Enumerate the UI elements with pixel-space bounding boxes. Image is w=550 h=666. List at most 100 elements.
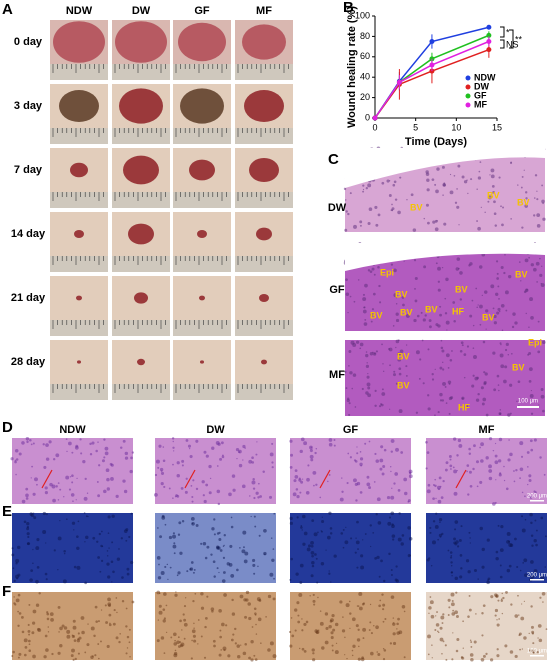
texture bbox=[236, 644, 241, 648]
texture bbox=[478, 170, 481, 173]
texture bbox=[495, 479, 497, 481]
texture bbox=[63, 496, 65, 498]
texture bbox=[343, 187, 347, 191]
texture bbox=[213, 575, 216, 578]
texture bbox=[533, 569, 538, 574]
texture bbox=[252, 563, 256, 567]
texture bbox=[247, 602, 251, 606]
texture bbox=[91, 441, 95, 445]
texture bbox=[347, 452, 350, 455]
texture bbox=[345, 526, 347, 528]
texture bbox=[497, 384, 500, 386]
texture bbox=[25, 487, 29, 491]
texture bbox=[497, 524, 500, 527]
texture bbox=[391, 207, 395, 211]
texture bbox=[172, 440, 174, 443]
texture bbox=[499, 412, 502, 415]
texture bbox=[35, 603, 40, 607]
texture bbox=[191, 639, 193, 642]
texture bbox=[42, 443, 45, 446]
texture bbox=[13, 596, 15, 598]
texture bbox=[536, 198, 539, 201]
texture bbox=[477, 304, 479, 306]
texture bbox=[498, 437, 503, 442]
texture bbox=[175, 591, 177, 593]
texture bbox=[527, 466, 529, 468]
texture bbox=[190, 657, 193, 660]
texture bbox=[452, 632, 454, 634]
texture bbox=[94, 654, 97, 657]
texture bbox=[373, 273, 376, 276]
texture bbox=[432, 220, 436, 224]
texture bbox=[521, 175, 524, 178]
texture bbox=[441, 399, 445, 402]
texture bbox=[448, 396, 453, 401]
texture bbox=[377, 265, 380, 269]
ruler bbox=[235, 320, 293, 336]
texture bbox=[243, 546, 245, 549]
texture bbox=[125, 539, 128, 542]
texture bbox=[269, 641, 274, 646]
texture bbox=[533, 490, 536, 493]
texture bbox=[454, 528, 457, 531]
texture bbox=[427, 394, 430, 397]
texture bbox=[500, 344, 502, 346]
wound bbox=[189, 159, 215, 181]
texture bbox=[36, 483, 38, 486]
texture bbox=[501, 612, 504, 615]
texture bbox=[435, 623, 440, 627]
texture bbox=[540, 394, 545, 399]
texture bbox=[539, 257, 541, 260]
texture bbox=[542, 217, 546, 221]
texture bbox=[95, 620, 98, 623]
texture bbox=[507, 354, 509, 356]
texture bbox=[515, 468, 518, 472]
texture bbox=[468, 452, 472, 455]
texture bbox=[106, 487, 110, 491]
texture bbox=[108, 623, 112, 627]
texture bbox=[453, 469, 458, 474]
texture bbox=[381, 388, 384, 391]
texture bbox=[428, 319, 432, 322]
ruler bbox=[50, 320, 108, 336]
texture bbox=[524, 204, 529, 208]
texture bbox=[169, 566, 172, 569]
texture bbox=[442, 613, 445, 616]
texture bbox=[489, 437, 493, 441]
texture bbox=[380, 403, 384, 407]
column-header: MF bbox=[479, 424, 495, 436]
texture bbox=[469, 542, 471, 544]
texture bbox=[76, 546, 80, 550]
texture bbox=[15, 473, 17, 476]
texture bbox=[356, 452, 359, 455]
texture bbox=[305, 620, 309, 624]
texture bbox=[370, 313, 374, 317]
texture bbox=[453, 537, 456, 541]
texture bbox=[84, 541, 86, 543]
texture bbox=[384, 618, 387, 621]
texture bbox=[21, 499, 26, 504]
texture bbox=[204, 625, 207, 629]
texture bbox=[496, 277, 499, 280]
texture bbox=[223, 534, 226, 537]
texture bbox=[123, 489, 128, 494]
texture bbox=[448, 606, 451, 609]
texture bbox=[154, 492, 158, 497]
texture bbox=[15, 598, 20, 603]
texture bbox=[289, 578, 292, 581]
texture bbox=[367, 183, 372, 188]
texture bbox=[459, 349, 463, 353]
texture bbox=[391, 534, 396, 538]
texture bbox=[319, 610, 322, 612]
texture bbox=[359, 342, 364, 347]
texture bbox=[528, 649, 532, 652]
texture bbox=[429, 526, 432, 529]
texture bbox=[295, 488, 299, 491]
texture bbox=[390, 595, 395, 599]
texture bbox=[211, 446, 215, 450]
texture bbox=[84, 477, 87, 481]
texture bbox=[488, 476, 493, 481]
texture bbox=[514, 321, 518, 325]
texture bbox=[465, 559, 470, 563]
texture bbox=[213, 518, 216, 521]
